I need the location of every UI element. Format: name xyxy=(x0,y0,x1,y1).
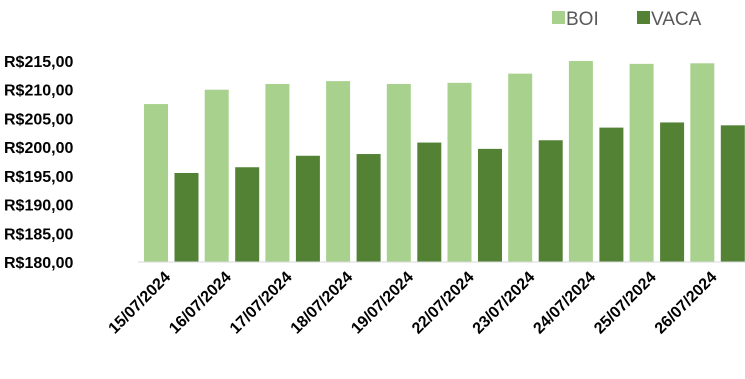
bar-boi-8 xyxy=(568,61,593,262)
bar-vaca-8 xyxy=(599,127,624,262)
x-tick-label: 22/07/2024 xyxy=(409,269,478,338)
y-tick-label: R$215,00 xyxy=(4,54,73,71)
legend: BOI VACA xyxy=(552,9,702,30)
y-tick-label: R$195,00 xyxy=(4,169,73,186)
bar-boi-4 xyxy=(326,81,351,262)
x-tick-label: 23/07/2024 xyxy=(470,269,539,338)
y-axis-ticks: R$180,00 R$185,00 R$190,00 R$195,00 R$200,00… xyxy=(4,54,73,272)
x-tick-label: 15/07/2024 xyxy=(106,269,175,338)
y-tick-label: R$200,00 xyxy=(4,140,73,157)
x-tick-label: 17/07/2024 xyxy=(227,269,296,338)
legend-label-boi: BOI xyxy=(566,9,599,30)
legend-swatch-boi xyxy=(552,11,565,24)
bar-boi-1 xyxy=(144,104,168,262)
x-axis-ticks: 15/07/202416/07/202417/07/202418/07/2024… xyxy=(106,269,721,338)
x-tick-label: 25/07/2024 xyxy=(591,269,660,338)
x-tick-label: 24/07/2024 xyxy=(530,269,599,338)
bar-boi-5 xyxy=(386,83,411,262)
bar-vaca-7 xyxy=(538,140,563,262)
x-tick-label: 16/07/2024 xyxy=(166,269,235,338)
y-tick-label: R$205,00 xyxy=(4,111,73,128)
bar-vaca-10 xyxy=(720,125,745,262)
bar-vaca-5 xyxy=(417,142,442,262)
legend-swatch-vaca xyxy=(637,11,650,24)
bars xyxy=(144,61,745,263)
bar-vaca-4 xyxy=(356,154,381,262)
bar-vaca-2 xyxy=(235,167,260,262)
bar-boi-10 xyxy=(690,63,715,262)
bar-vaca-9 xyxy=(660,122,685,262)
y-tick-label: R$190,00 xyxy=(4,198,73,215)
bar-vaca-1 xyxy=(174,172,199,262)
legend-label-vaca: VACA xyxy=(651,9,702,30)
x-tick-label: 26/07/2024 xyxy=(652,269,721,338)
x-tick-label: 18/07/2024 xyxy=(288,269,357,338)
bar-boi-6 xyxy=(447,82,472,262)
bar-boi-7 xyxy=(508,73,533,263)
bar-vaca-6 xyxy=(478,148,502,262)
y-tick-label: R$180,00 xyxy=(4,255,73,272)
x-tick-label: 19/07/2024 xyxy=(348,269,417,338)
bar-vaca-3 xyxy=(295,155,320,262)
bar-boi-3 xyxy=(265,83,290,262)
bar-boi-2 xyxy=(204,89,229,262)
y-tick-label: R$185,00 xyxy=(4,226,73,243)
y-tick-label: R$210,00 xyxy=(4,83,73,100)
bar-boi-9 xyxy=(629,63,654,262)
